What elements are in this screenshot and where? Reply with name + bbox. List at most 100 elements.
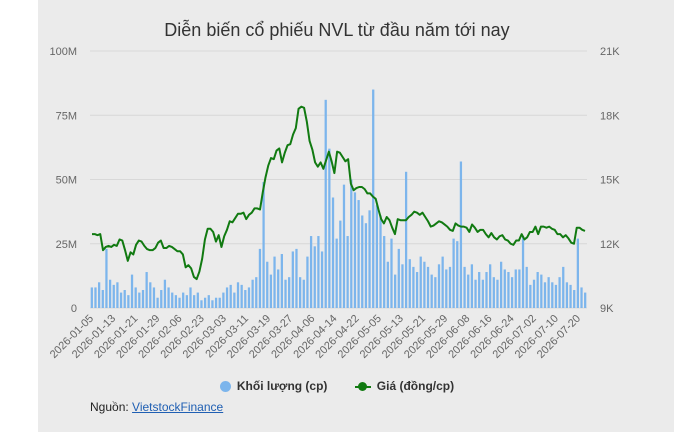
- volume-bar[interactable]: [423, 261, 426, 308]
- volume-bar[interactable]: [584, 292, 587, 308]
- volume-bar[interactable]: [379, 215, 382, 308]
- volume-bar[interactable]: [342, 184, 346, 308]
- volume-bar[interactable]: [269, 274, 273, 308]
- volume-bar[interactable]: [156, 297, 159, 308]
- volume-bar[interactable]: [372, 89, 375, 308]
- volume-bar[interactable]: [266, 261, 269, 308]
- volume-bar[interactable]: [306, 256, 309, 308]
- volume-bar[interactable]: [222, 292, 225, 308]
- volume-bar[interactable]: [98, 282, 101, 308]
- volume-bar[interactable]: [328, 148, 331, 308]
- volume-bar[interactable]: [313, 246, 316, 308]
- volume-bar[interactable]: [105, 248, 108, 308]
- volume-bar[interactable]: [350, 179, 353, 309]
- volume-bar[interactable]: [357, 200, 360, 308]
- volume-bar[interactable]: [470, 264, 474, 308]
- volume-bar[interactable]: [152, 287, 156, 308]
- volume-bar[interactable]: [445, 269, 448, 308]
- volume-bar[interactable]: [492, 277, 495, 308]
- volume-bar[interactable]: [262, 182, 265, 308]
- volume-bar[interactable]: [280, 254, 283, 308]
- volume-bar[interactable]: [200, 300, 203, 308]
- volume-bar[interactable]: [463, 266, 466, 308]
- volume-bar[interactable]: [130, 274, 134, 308]
- volume-bar[interactable]: [540, 274, 543, 308]
- volume-bar[interactable]: [167, 287, 170, 308]
- volume-bar[interactable]: [437, 264, 441, 308]
- volume-bar[interactable]: [499, 261, 503, 308]
- legend-item-volume[interactable]: Khối lượng (cp): [219, 379, 327, 393]
- volume-bar[interactable]: [576, 238, 579, 308]
- volume-bar[interactable]: [518, 269, 521, 308]
- volume-bar[interactable]: [507, 272, 510, 308]
- volume-bar[interactable]: [510, 277, 514, 308]
- volume-bar[interactable]: [141, 290, 145, 308]
- volume-bar[interactable]: [211, 300, 214, 308]
- volume-bar[interactable]: [171, 292, 174, 308]
- volume-bar[interactable]: [203, 297, 207, 308]
- volume-bar[interactable]: [189, 287, 192, 308]
- volume-bar[interactable]: [288, 277, 291, 308]
- volume-bar[interactable]: [452, 238, 455, 308]
- volume-bar[interactable]: [434, 277, 437, 308]
- volume-bar[interactable]: [196, 292, 199, 308]
- volume-bar[interactable]: [412, 266, 415, 308]
- volume-bar[interactable]: [558, 277, 561, 308]
- volume-bar[interactable]: [580, 287, 583, 308]
- volume-bar[interactable]: [521, 236, 525, 308]
- volume-bar[interactable]: [244, 290, 247, 308]
- volume-bar[interactable]: [317, 236, 320, 308]
- volume-bar[interactable]: [514, 269, 517, 308]
- volume-bar[interactable]: [562, 266, 565, 308]
- volume-bar[interactable]: [478, 272, 481, 308]
- volume-bar[interactable]: [251, 279, 254, 308]
- volume-bar[interactable]: [182, 292, 185, 308]
- volume-bar[interactable]: [339, 220, 342, 308]
- volume-bar[interactable]: [185, 295, 188, 308]
- volume-bar[interactable]: [573, 290, 576, 308]
- volume-bar[interactable]: [94, 287, 97, 308]
- volume-bar[interactable]: [401, 264, 404, 308]
- volume-bar[interactable]: [386, 261, 389, 308]
- volume-bar[interactable]: [309, 236, 313, 308]
- volume-bar[interactable]: [138, 292, 141, 308]
- volume-bar[interactable]: [415, 272, 419, 308]
- volume-bar[interactable]: [529, 284, 532, 308]
- volume-bar[interactable]: [240, 284, 243, 308]
- volume-bar[interactable]: [419, 256, 422, 308]
- volume-bar[interactable]: [474, 279, 477, 308]
- volume-bar[interactable]: [426, 266, 430, 308]
- volume-bar[interactable]: [229, 284, 232, 308]
- volume-bar[interactable]: [496, 279, 499, 308]
- volume-bar[interactable]: [299, 277, 302, 308]
- volume-bar[interactable]: [101, 290, 104, 308]
- volume-bar[interactable]: [368, 210, 371, 308]
- volume-bar[interactable]: [225, 287, 229, 308]
- volume-bar[interactable]: [134, 287, 137, 308]
- volume-bar[interactable]: [145, 272, 148, 308]
- volume-bar[interactable]: [375, 205, 379, 308]
- volume-bar[interactable]: [361, 215, 364, 308]
- volume-bar[interactable]: [481, 279, 484, 308]
- volume-bar[interactable]: [112, 284, 115, 308]
- volume-bar[interactable]: [284, 279, 287, 308]
- volume-bar[interactable]: [390, 238, 393, 308]
- volume-bar[interactable]: [291, 251, 294, 308]
- volume-bar[interactable]: [554, 284, 558, 308]
- volume-bar[interactable]: [485, 272, 488, 308]
- volume-bar[interactable]: [178, 297, 181, 308]
- volume-bar[interactable]: [383, 236, 386, 308]
- volume-bar[interactable]: [456, 241, 459, 308]
- volume-bar[interactable]: [543, 282, 547, 308]
- volume-bar[interactable]: [273, 256, 276, 308]
- volume-bar[interactable]: [123, 290, 126, 308]
- source-link[interactable]: VietstockFinance: [132, 400, 224, 414]
- volume-bar[interactable]: [108, 279, 112, 308]
- volume-bar[interactable]: [127, 295, 130, 308]
- volume-bar[interactable]: [331, 197, 335, 308]
- volume-bar[interactable]: [233, 292, 236, 308]
- volume-bar[interactable]: [346, 236, 349, 308]
- volume-bar[interactable]: [459, 161, 463, 308]
- volume-bar[interactable]: [174, 295, 178, 308]
- volume-bar[interactable]: [207, 295, 210, 308]
